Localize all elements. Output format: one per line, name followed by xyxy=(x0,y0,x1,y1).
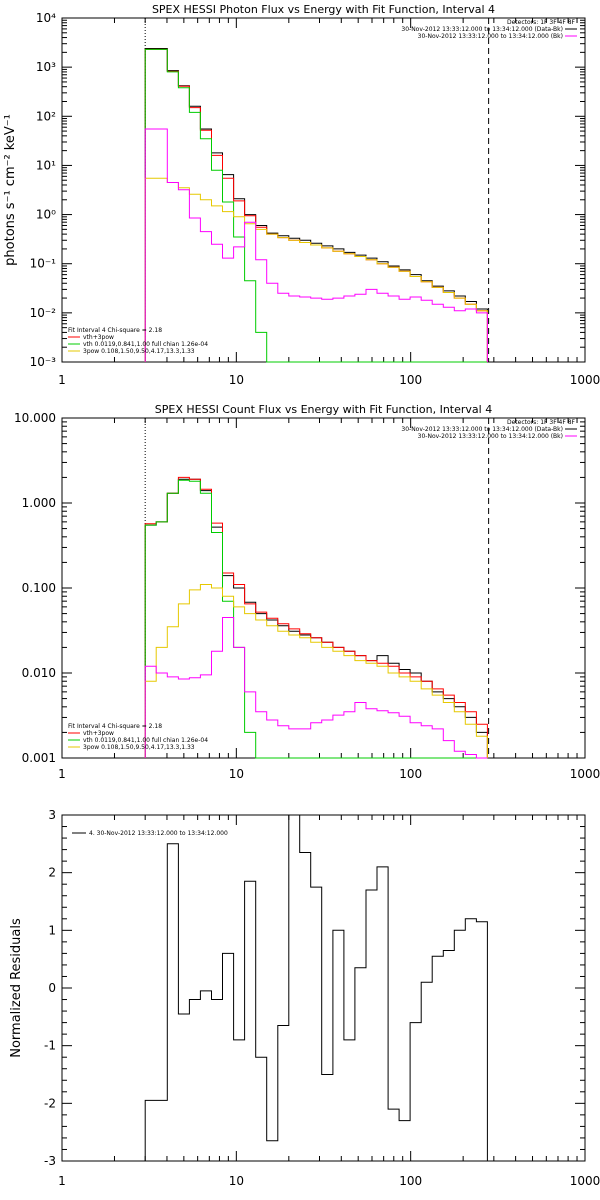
residuals-panel: 1 10 100 1000 -3 -2 -1 0 1 2 3 Normalized Residuals… xyxy=(0,800,600,1200)
residuals-chart: 1 10 100 1000 -3 -2 -1 0 1 2 3 Normalized Residuals… xyxy=(9,808,600,1188)
series-line-3 xyxy=(144,177,488,362)
y-tick-label: -2 xyxy=(44,1096,56,1110)
plot-group: 1 10 100 1000 -3 -2 -1 0 1 2 3 Normalized Residuals… xyxy=(9,808,600,1188)
y-tick-label: 10.000 xyxy=(14,411,56,425)
x-tick-label: 1 xyxy=(58,1174,66,1188)
x-tick-label: 100 xyxy=(399,1174,422,1188)
y-tick-label: -3 xyxy=(44,1154,56,1168)
legend-label: 4. 30-Nov-2012 13:33:12.000 to 13:34:12.… xyxy=(89,830,228,837)
series-line-1 xyxy=(144,476,488,758)
y-tick-label: 10¹ xyxy=(36,158,56,172)
y-tick-label: 2 xyxy=(48,866,56,880)
y-tick-label: 10² xyxy=(36,109,56,123)
x-tick-label: 100 xyxy=(399,373,422,387)
plot-group: SPEX HESSI Photon Flux vs Energy with Fi… xyxy=(3,3,600,387)
legend-header: Detectors: 1F 3F 4F 8F xyxy=(507,19,576,26)
x-tick-label: 1000 xyxy=(570,373,600,387)
y-tick-label: 1 xyxy=(48,923,56,937)
chart-title: SPEX HESSI Photon Flux vs Energy with Fi… xyxy=(152,3,495,16)
photon-flux-chart: SPEX HESSI Photon Flux vs Energy with Fi… xyxy=(3,3,600,387)
legend-label: 30-Nov-2012 13:33:12.000 to 13:34:12.000… xyxy=(401,426,563,433)
plot-frame xyxy=(61,814,586,1162)
y-tick-label: 10⁻² xyxy=(30,306,57,320)
y-tick-label: 10⁻³ xyxy=(30,355,57,369)
x-tick-label: 1000 xyxy=(570,767,600,781)
legend-label: vth+3pow xyxy=(83,730,114,737)
legend-label: vth+3pow xyxy=(83,334,114,341)
y-tick-label: 0.010 xyxy=(22,666,56,680)
count-flux-panel: SPEX HESSI Count Flux vs Energy with Fit… xyxy=(0,400,600,800)
y-tick-label: 10⁻¹ xyxy=(30,257,57,271)
y-tick-label: 3 xyxy=(48,808,56,822)
series-line-3 xyxy=(144,584,488,758)
y-tick-label: -1 xyxy=(44,1039,56,1053)
chart-title: SPEX HESSI Count Flux vs Energy with Fit… xyxy=(155,403,492,416)
plot-frame xyxy=(61,417,586,759)
count-flux-chart: SPEX HESSI Count Flux vs Energy with Fit… xyxy=(14,403,600,781)
y-axis-label: photons s⁻¹ cm⁻² keV⁻¹ xyxy=(3,114,18,266)
series-line-2 xyxy=(144,48,488,363)
x-tick-label: 10 xyxy=(229,1174,244,1188)
x-tick-label: 1000 xyxy=(570,1174,600,1188)
x-tick-label: 10 xyxy=(229,373,244,387)
y-tick-label: 0 xyxy=(48,981,56,995)
y-tick-label: 0.100 xyxy=(22,581,56,595)
y-tick-label: 10⁰ xyxy=(36,208,56,222)
x-tick-label: 100 xyxy=(399,767,422,781)
legend-header: Detectors: 1F 3F 4F 8F xyxy=(507,419,576,426)
legend-label: 30-Nov-2012 13:33:12.000 to 13:34:12.000… xyxy=(418,433,563,440)
legend-label: 3pow 0.108,1.50,9.50,4.17,13.3,1.33 xyxy=(83,348,195,355)
legend-label: vth 0.0119,0.841,1.00 full chian 1.26e-0… xyxy=(83,341,208,348)
y-axis-label: Normalized Residuals xyxy=(9,918,24,1058)
legend-header: Fit Interval 4 Chi-square = 2.18 xyxy=(68,723,162,730)
series-line-1 xyxy=(144,48,488,362)
x-tick-label: 1 xyxy=(58,373,66,387)
photon-flux-panel: SPEX HESSI Photon Flux vs Energy with Fi… xyxy=(0,0,600,400)
series-line-0 xyxy=(144,48,488,362)
series-line-4 xyxy=(144,128,488,362)
x-tick-label: 1 xyxy=(58,767,66,781)
y-tick-label: 10³ xyxy=(36,60,56,74)
plot-frame xyxy=(61,17,586,363)
series-line-4 xyxy=(144,617,488,759)
series-line-0 xyxy=(144,814,488,1161)
legend-label: 3pow 0.108,1.50,9.50,4.17,13.3,1.33 xyxy=(83,744,195,751)
plot-group: SPEX HESSI Count Flux vs Energy with Fit… xyxy=(14,403,600,781)
legend-label: 30-Nov-2012 13:33:12.000 to 13:34:12.000… xyxy=(401,26,563,33)
y-tick-label: 10⁴ xyxy=(36,11,56,25)
series-line-0 xyxy=(144,478,488,758)
legend-label: 30-Nov-2012 13:33:12.000 to 13:34:12.000… xyxy=(418,33,563,40)
y-tick-label: 1.000 xyxy=(22,496,56,510)
legend-label: vth 0.0119,0.841,1.00 full chian 1.26e-0… xyxy=(83,737,208,744)
series-line-2 xyxy=(144,479,488,759)
y-tick-label: 0.001 xyxy=(22,751,56,765)
x-tick-label: 10 xyxy=(229,767,244,781)
legend-header: Fit Interval 4 Chi-square = 2.18 xyxy=(68,327,162,334)
